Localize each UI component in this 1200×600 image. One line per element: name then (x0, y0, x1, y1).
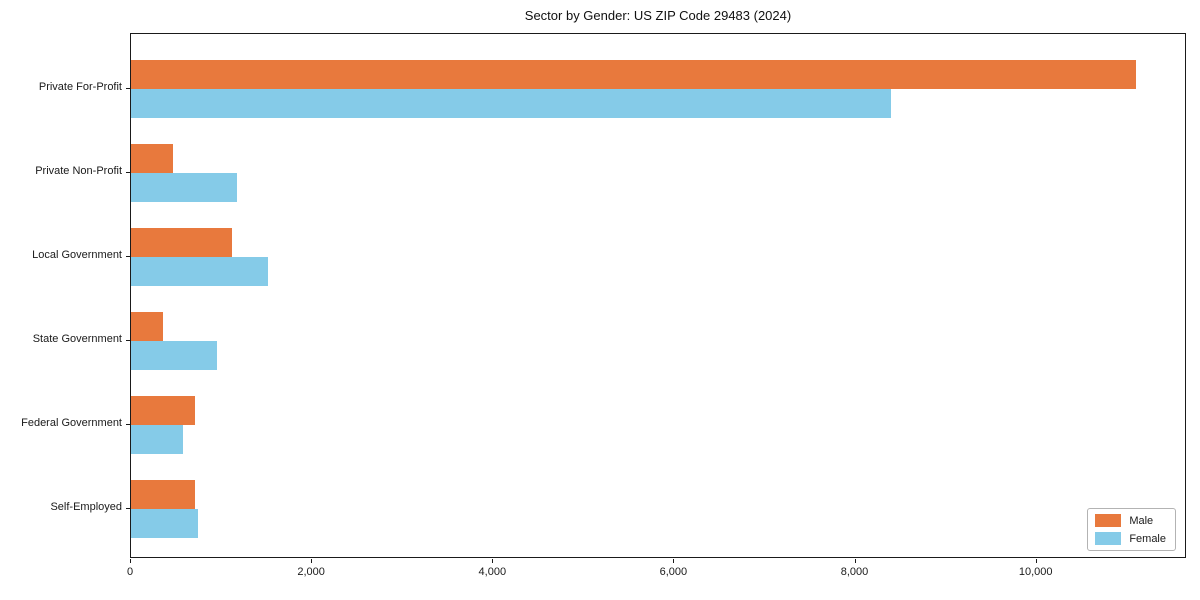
bar-female-state-government (131, 341, 217, 370)
category-label-federal-government: Federal Government (21, 417, 122, 429)
y-tick-mark (126, 172, 130, 173)
x-tick-mark (492, 559, 494, 563)
x-tick-label-2000: 2,000 (297, 566, 325, 578)
bar-female-local-government (131, 257, 268, 286)
x-tick-mark (673, 559, 675, 563)
bar-male-private-non-profit (131, 144, 174, 173)
x-tick-mark (1035, 559, 1037, 563)
bar-female-federal-government (131, 425, 184, 454)
x-tick-label-6000: 6,000 (659, 566, 688, 578)
x-tick-label-4000: 4,000 (478, 566, 507, 578)
bar-female-private-for-profit (131, 89, 891, 118)
y-tick-mark (126, 508, 130, 509)
legend-entry-male: Male (1095, 514, 1166, 527)
category-label-private-for-profit: Private For-Profit (38, 81, 122, 93)
category-label-state-government: State Government (32, 333, 122, 345)
bar-female-private-non-profit (131, 173, 237, 202)
bar-female-self-employed (131, 509, 198, 538)
x-tick-label-8000: 8,000 (840, 566, 869, 578)
chart-title: Sector by Gender: US ZIP Code 29483 (202… (524, 8, 792, 23)
legend-entry-female: Female (1095, 532, 1166, 545)
y-tick-mark (126, 256, 130, 257)
y-tick-mark (126, 88, 130, 89)
bar-male-private-for-profit (131, 60, 1137, 89)
category-label-local-government: Local Government (32, 249, 122, 261)
x-tick-label-0: 0 (126, 566, 134, 578)
male-swatch-icon (1095, 514, 1122, 527)
bar-male-state-government (131, 312, 164, 341)
bar-male-local-government (131, 228, 232, 257)
bar-male-federal-government (131, 396, 195, 425)
legend-label-male: Male (1129, 514, 1154, 527)
x-tick-label-10000: 10,000 (1018, 566, 1053, 578)
category-label-self-employed: Self-Employed (50, 501, 122, 513)
y-tick-mark (126, 340, 130, 341)
female-swatch-icon (1095, 532, 1122, 545)
x-tick-mark (130, 559, 131, 563)
bar-male-self-employed (131, 480, 195, 509)
x-tick-mark (311, 559, 313, 563)
y-tick-mark (126, 424, 130, 425)
plot-area (130, 33, 1186, 558)
category-label-private-non-profit: Private Non-Profit (35, 165, 122, 177)
legend: Male Female (1087, 508, 1176, 551)
x-tick-mark (854, 559, 856, 563)
legend-label-female: Female (1129, 532, 1166, 545)
